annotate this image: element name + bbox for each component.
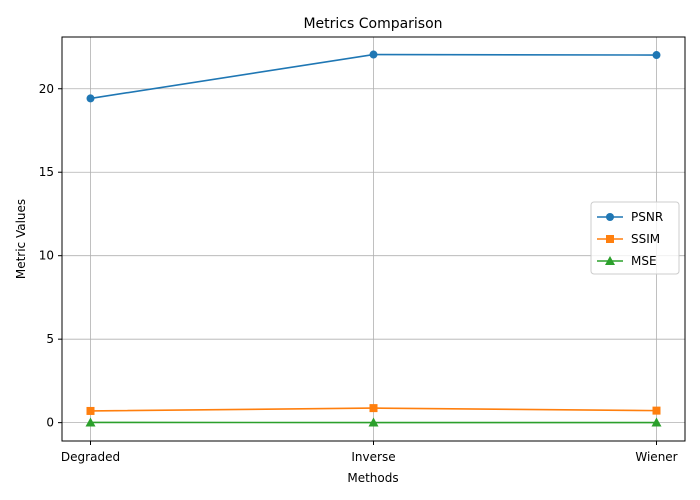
ssim-legend-label: SSIM [631, 232, 660, 246]
y-tick-label: 0 [46, 416, 54, 430]
x-tick-label: Wiener [635, 450, 677, 464]
mse-point [368, 417, 379, 427]
chart-title: Metrics Comparison [303, 16, 442, 32]
psnr-point [652, 51, 661, 60]
mse-point [85, 417, 96, 427]
psnr-point [86, 94, 95, 103]
y-tick-label: 10 [39, 249, 54, 263]
y-tick-label: 20 [39, 82, 54, 96]
mse-point [651, 417, 662, 427]
y-axis-label: Metric Values [14, 199, 28, 279]
mse-legend-marker [605, 256, 615, 265]
psnr-legend-marker [606, 213, 614, 221]
mse-legend-label: MSE [631, 254, 657, 268]
ssim-point [86, 406, 95, 415]
ssim-point [369, 404, 378, 413]
legend: PSNR SSIM MSE [590, 201, 680, 275]
psnr-point [369, 50, 378, 59]
ssim-legend-marker [606, 235, 614, 243]
psnr-legend-label: PSNR [631, 210, 663, 224]
y-tick-label: 5 [46, 332, 54, 346]
tick-layer: Degraded Inverse Wiener 0 5 10 15 20 [39, 82, 678, 464]
x-tick-label: Inverse [351, 450, 395, 464]
x-axis-label: Methods [347, 471, 398, 485]
series-layer [85, 50, 662, 427]
legend-box [590, 201, 680, 275]
ssim-point [652, 406, 661, 415]
y-tick-label: 15 [39, 165, 54, 179]
x-tick-label: Degraded [61, 450, 120, 464]
